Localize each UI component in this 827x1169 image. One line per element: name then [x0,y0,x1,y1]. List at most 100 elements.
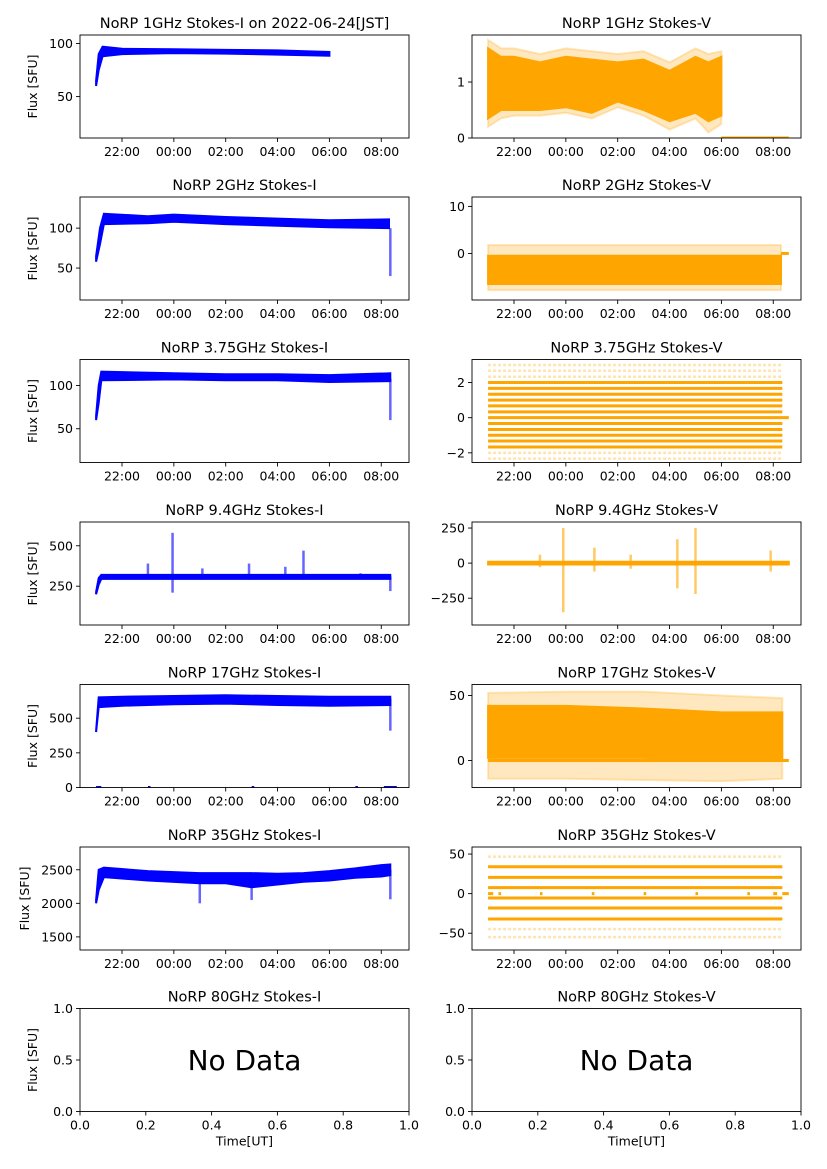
panel-norp-3-75ghz-stokes-i: NoRP 3.75GHz Stokes-I 22:00 00:00 02:00 04:0… [25,341,410,484]
panel-title: NoRP 3.75GHz Stokes-I [161,341,328,357]
y-tick-label: 0.0 [445,1104,465,1119]
x-tick-label: 06:00 [703,956,739,971]
x-tick-label: 04:00 [652,631,688,646]
x-tick-label: 02:00 [208,144,244,159]
x-tick-label: 06:00 [311,631,347,646]
x-tick-label: 06:00 [311,956,347,971]
plot-area [487,528,790,613]
plot-area [487,244,789,292]
y-tick-label: 0.0 [53,1104,73,1119]
y-tick-label: −50 [439,926,465,941]
plot-area [95,212,392,277]
panel-norp-9-4ghz-stokes-i: NoRP 9.4GHz Stokes-I 22:00 00:00 02:00 04:00… [25,503,410,646]
x-tick-label: 22:00 [496,306,532,321]
x-tick-label: 04:00 [260,956,296,971]
y-tick-label: 0 [457,556,465,571]
axes-frame [79,684,410,788]
y-tick-label: 0.5 [445,1053,465,1068]
panel-title: NoRP 3.75GHz Stokes-V [550,341,722,357]
plot-area [95,863,392,904]
x-tick-label: 1.0 [791,1118,811,1133]
x-tick-label: 22:00 [496,144,532,159]
panel-title: NoRP 80GHz Stokes-V [557,990,715,1006]
axes-frame [79,846,410,951]
x-tick-label: 02:00 [208,469,244,484]
x-tick-label: 06:00 [703,794,739,809]
x-tick-label: 00:00 [156,306,192,321]
x-tick-label: 04:00 [260,469,296,484]
y-tick-label: 50 [449,847,465,862]
scatter-band-core [487,46,723,123]
scatter-band-core [95,45,331,87]
x-tick-label: 22:00 [104,144,140,159]
panel-title: NoRP 17GHz Stokes-I [168,666,322,682]
y-tick-label: 0 [457,410,465,425]
y-tick-label: 50 [57,89,73,104]
y-tick-label: 500 [49,711,73,726]
y-tick-label: 1500 [41,929,73,944]
y-tick-label: 1.0 [53,1001,73,1016]
x-tick-label: 02:00 [600,144,636,159]
y-tick-label: 1.0 [445,1001,465,1016]
y-tick-label: 0 [65,780,73,795]
plot-area [488,855,789,939]
x-tick-label: 00:00 [548,144,584,159]
x-tick-label: 08:00 [755,794,791,809]
x-tick-label: 02:00 [600,631,636,646]
x-tick-label: 06:00 [311,306,347,321]
panel-title: NoRP 9.4GHz Stokes-I [165,503,323,519]
panel-title: NoRP 35GHz Stokes-V [557,828,715,844]
x-tick-label: 00:00 [156,956,192,971]
y-tick-label: −2 [447,445,465,460]
x-tick-label: 02:00 [600,469,636,484]
axes-frame [471,521,802,626]
x-tick-label: 04:00 [260,794,296,809]
x-tick-label: 22:00 [496,631,532,646]
x-tick-label: 0.2 [528,1118,548,1133]
plot-area [95,370,392,421]
x-tick-label: 00:00 [548,469,584,484]
x-tick-label: 04:00 [652,794,688,809]
x-tick-label: 22:00 [496,469,532,484]
y-tick-label: 500 [49,538,73,553]
x-tick-label: 02:00 [600,306,636,321]
plot-area [95,532,392,595]
y-tick-label: 0 [457,753,465,768]
y-axis-label: Flux [SFU] [25,217,40,281]
panel-title: NoRP 17GHz Stokes-V [557,666,715,682]
plot-area [487,690,789,783]
scatter-band-core [95,212,390,262]
axes-frame [471,196,802,301]
x-tick-label: 22:00 [104,469,140,484]
x-tick-label: 04:00 [652,144,688,159]
y-tick-label: 250 [441,521,465,536]
x-tick-label: 04:00 [260,144,296,159]
x-tick-label: 22:00 [104,956,140,971]
panel-norp-2ghz-stokes-v: NoRP 2GHz Stokes-V 22:00 00:00 02:00 04:00 06… [449,178,802,321]
axes-frame [471,846,802,951]
y-tick-label: 250 [49,579,73,594]
x-tick-label: 0.6 [659,1118,679,1133]
x-tick-label: 08:00 [755,469,791,484]
x-tick-label: 06:00 [703,631,739,646]
x-tick-label: 08:00 [363,469,399,484]
axes-frame [79,521,410,626]
panel-title: NoRP 9.4GHz Stokes-V [555,503,718,519]
x-tick-label: 02:00 [208,956,244,971]
x-tick-label: 06:00 [311,469,347,484]
y-tick-label: 2500 [41,862,73,877]
x-tick-label: 08:00 [363,631,399,646]
y-tick-label: 50 [449,688,465,703]
x-tick-label: 08:00 [363,306,399,321]
y-tick-label: 100 [49,221,73,236]
y-tick-label: 2000 [41,896,73,911]
scatter-band-core [487,254,782,285]
y-tick-label: 0 [457,131,465,146]
x-tick-label: 0.2 [136,1118,156,1133]
plot-area [95,45,331,87]
panel-title: NoRP 1GHz Stokes-V [562,16,711,32]
x-axis-label: Time[UT] [215,1134,273,1149]
y-axis-label: Flux [SFU] [25,1028,40,1092]
panel-norp-80ghz-stokes-v: NoRP 80GHz Stokes-V 0.0 0.2 0.4 0.6 0.8 1.0 0.0… [445,990,811,1149]
x-tick-label: 08:00 [363,794,399,809]
